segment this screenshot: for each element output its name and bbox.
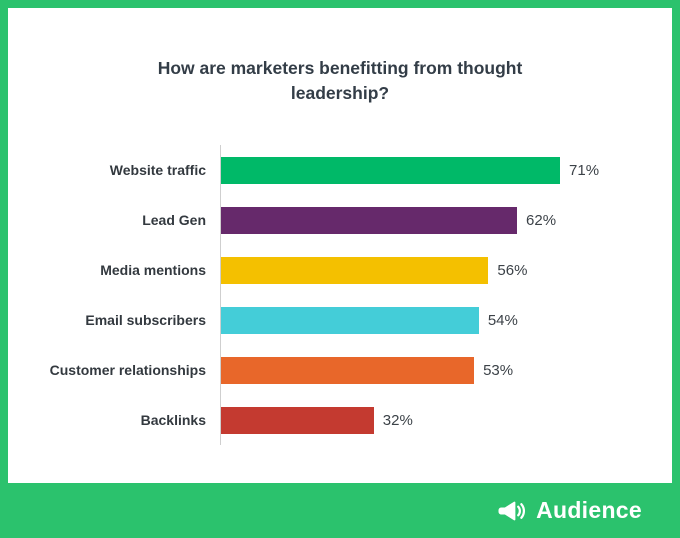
bar-label: Customer relationships xyxy=(49,362,206,378)
bar-label: Lead Gen xyxy=(142,212,206,228)
chart-title: How are marketers benefitting from thoug… xyxy=(157,58,523,103)
bar-row: Lead Gen 62% xyxy=(10,195,672,245)
bar-label: Backlinks xyxy=(140,412,206,428)
bar xyxy=(221,206,518,234)
bar-track: 62% xyxy=(220,195,603,245)
bar xyxy=(221,406,374,434)
megaphone-icon xyxy=(495,495,527,527)
bar xyxy=(221,256,489,284)
bar-track: 32% xyxy=(220,395,603,445)
bar-rows: Website traffic 71% Lead Gen 62% Media menti… xyxy=(10,145,672,445)
bar-row: Customer relationships 53% xyxy=(10,345,672,395)
bar-value: 53% xyxy=(483,361,514,379)
bar-track: 54% xyxy=(220,295,603,345)
bar-value: 71% xyxy=(569,161,600,179)
bar-track: 56% xyxy=(220,245,603,295)
bar-row: Email subscribers 54% xyxy=(10,295,672,345)
bar-track: 71% xyxy=(220,145,603,195)
brand-footer: Audience xyxy=(0,483,680,538)
bar-value: 54% xyxy=(487,311,518,329)
chart-card: How are marketers benefitting from thoug… xyxy=(8,8,672,483)
bar xyxy=(221,356,475,384)
bar xyxy=(221,306,479,334)
bar-row: Website traffic 71% xyxy=(10,145,672,195)
bar xyxy=(221,156,561,184)
bar-row: Media mentions 56% xyxy=(10,245,672,295)
bar-row: Backlinks 32% xyxy=(10,395,672,445)
bar-value: 62% xyxy=(526,211,557,229)
bar-track: 53% xyxy=(220,345,603,395)
bar-label: Website traffic xyxy=(109,162,206,178)
bar-value: 32% xyxy=(382,411,413,429)
bar-label: Media mentions xyxy=(100,262,206,278)
bar-chart: Website traffic 71% Lead Gen 62% Media menti… xyxy=(10,145,672,445)
bar-label: Email subscribers xyxy=(85,312,206,328)
bar-value: 56% xyxy=(497,261,528,279)
brand-name: Audience xyxy=(536,497,642,523)
